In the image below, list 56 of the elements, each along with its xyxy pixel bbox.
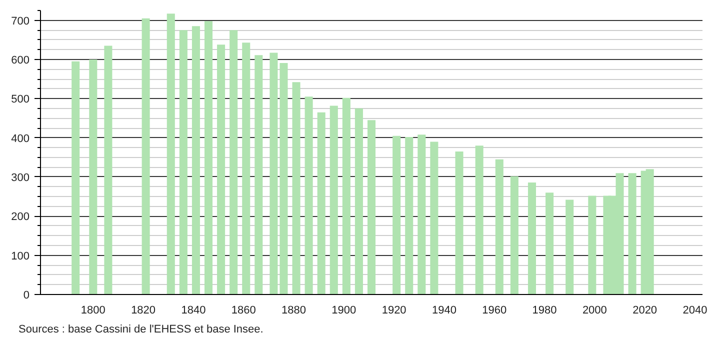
bar <box>430 142 438 294</box>
y-tick-label: 300 <box>11 172 30 184</box>
bar <box>254 55 263 294</box>
bar <box>354 108 363 294</box>
bar <box>104 46 112 294</box>
x-tick-label: 1840 <box>181 304 206 316</box>
x-tick-label: 2040 <box>682 304 708 316</box>
bar <box>342 98 350 294</box>
bar <box>166 14 175 294</box>
y-tick-label: 0 <box>23 290 30 302</box>
bar <box>280 62 288 294</box>
bar <box>230 30 238 294</box>
bar <box>142 18 150 294</box>
bar <box>392 136 401 294</box>
bar <box>179 30 188 294</box>
bar <box>72 61 80 294</box>
bar <box>528 182 536 294</box>
bar <box>588 196 596 294</box>
bar <box>304 96 313 294</box>
bar <box>455 152 464 294</box>
y-tick-label: 500 <box>11 94 30 106</box>
x-tick-label: 1980 <box>532 304 557 316</box>
x-tick-label: 1860 <box>231 304 256 316</box>
bar <box>330 106 338 294</box>
bar <box>204 21 213 294</box>
y-tick-label: 700 <box>11 15 30 28</box>
bar <box>628 173 636 294</box>
bar <box>495 159 504 294</box>
y-tick-label: 400 <box>11 132 30 145</box>
bar <box>510 176 518 294</box>
bar <box>566 200 574 294</box>
x-tick-label: 2000 <box>582 304 607 316</box>
x-tick-label: 1800 <box>80 304 106 316</box>
x-tick-label: 1940 <box>432 304 456 316</box>
y-tick-label: 200 <box>11 211 30 224</box>
bar <box>242 42 250 294</box>
x-tick-label: 1920 <box>382 304 406 316</box>
bar <box>475 146 484 294</box>
bar <box>292 82 300 294</box>
x-tick-label: 2020 <box>632 304 658 316</box>
bar <box>546 192 554 294</box>
bar <box>367 120 376 294</box>
x-tick-label: 1820 <box>131 304 156 316</box>
x-tick-label: 1960 <box>482 304 507 316</box>
x-tick-label: 1900 <box>332 304 356 316</box>
bar <box>405 137 414 294</box>
bar <box>270 52 278 294</box>
bar <box>418 134 426 294</box>
source-note: Sources : base Cassini de l'EHESS et base Insee. <box>18 324 264 336</box>
bar <box>89 59 98 294</box>
x-tick-label: 1880 <box>282 304 306 316</box>
bar <box>317 112 326 294</box>
bar <box>217 44 226 294</box>
y-tick-label: 600 <box>11 54 30 66</box>
bar <box>192 26 200 294</box>
y-tick-label: 100 <box>11 250 30 262</box>
